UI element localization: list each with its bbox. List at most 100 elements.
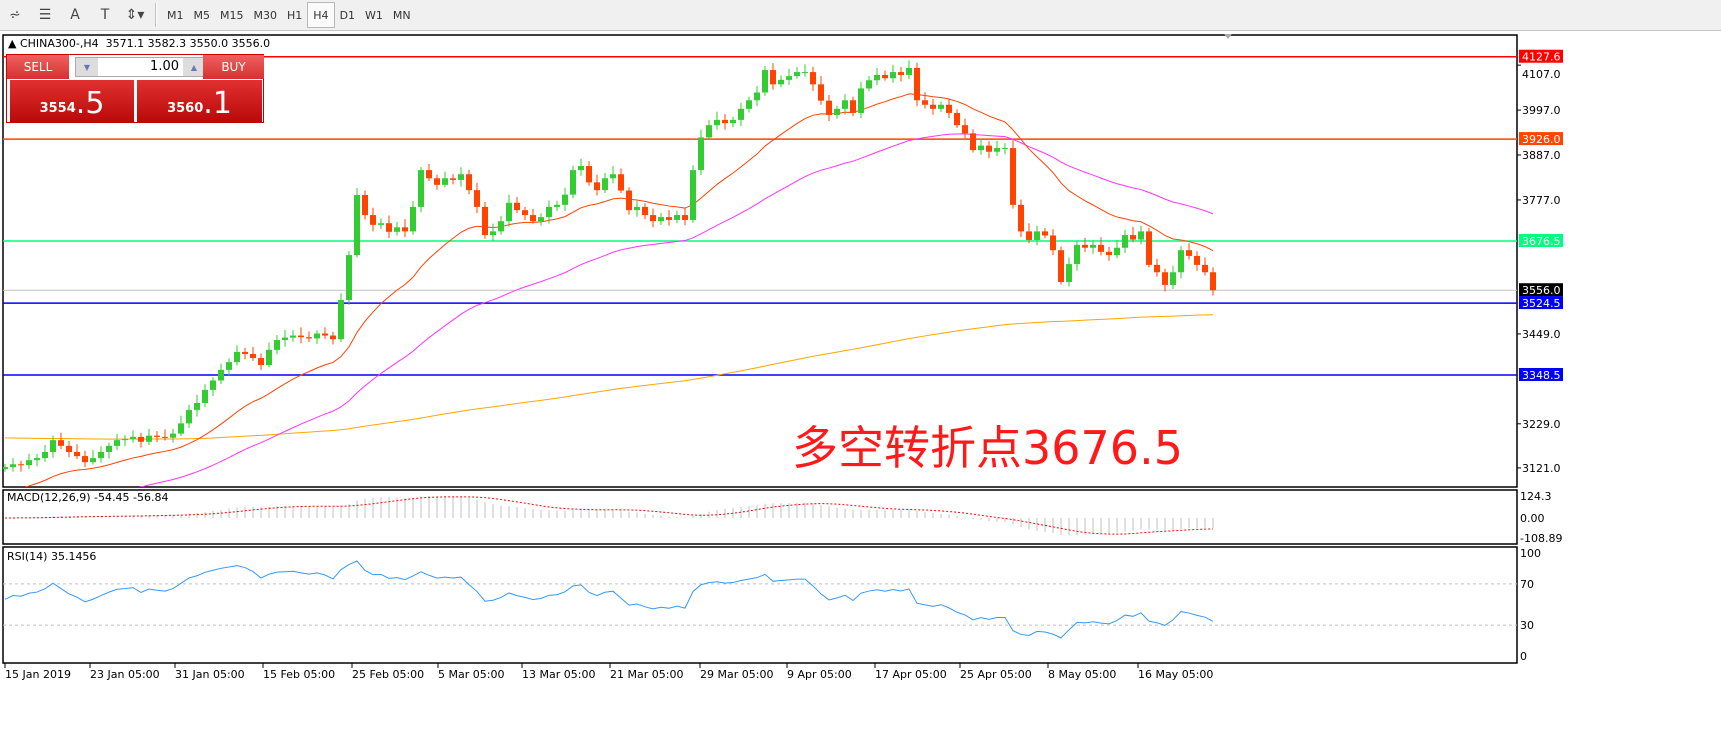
buy-button[interactable]: BUY [203, 55, 264, 79]
candle-body [170, 433, 176, 438]
candle-body [594, 182, 600, 191]
text-icon[interactable]: A [70, 7, 80, 23]
candle-body [362, 195, 368, 216]
candle-body [962, 125, 968, 134]
candle-body [114, 440, 120, 446]
macd-panel[interactable] [2, 489, 1518, 545]
candle-body [122, 438, 128, 441]
candle-body [690, 170, 696, 220]
timeframe-m5[interactable]: M5 [193, 8, 211, 22]
timeframe-d1[interactable]: D1 [339, 8, 356, 22]
chart-shift-marker-icon[interactable] [1224, 34, 1232, 39]
candle [26, 453, 32, 470]
candle-body [290, 335, 296, 338]
lot-size-value[interactable]: 1.00 [150, 59, 179, 74]
candle-body [82, 456, 88, 463]
candle-body [1098, 244, 1104, 252]
sell-button[interactable]: SELL [7, 55, 69, 79]
timeframe-m30[interactable]: M30 [253, 8, 278, 22]
collapse-triangle-icon[interactable]: ▲ [8, 37, 20, 50]
candle-body [1026, 231, 1032, 240]
price-tick: 3121.0 [1522, 462, 1561, 475]
candle-body [930, 104, 936, 109]
candle-body [162, 436, 168, 438]
candle [1114, 239, 1120, 259]
candle-body [1154, 264, 1160, 273]
lot-size-input[interactable]: ▼ 1.00 ▲ [75, 57, 206, 77]
fibonacci-fan-icon[interactable]: ☰ [38, 7, 52, 23]
candle-body [818, 84, 824, 101]
sell-price[interactable]: 3554.5 [10, 80, 134, 123]
fibonacci-expansion-icon[interactable]: ⩫ [9, 7, 21, 23]
candle [634, 200, 640, 217]
candle-body [634, 206, 640, 211]
candle-body [50, 440, 56, 452]
sell-price-dec: .5 [75, 86, 105, 121]
candle [562, 187, 568, 211]
candle [1130, 226, 1136, 243]
candle-body [578, 166, 584, 171]
timeframe-h1[interactable]: H1 [287, 8, 303, 22]
arrows-icon[interactable]: ⇕▾ [125, 7, 145, 23]
lot-increase-icon[interactable]: ▲ [183, 58, 205, 76]
timeframe-h4[interactable]: H4 [307, 2, 335, 28]
price-tick: 3997.0 [1522, 104, 1561, 117]
candle [42, 445, 48, 462]
candle-body [410, 206, 416, 232]
candle-body [706, 125, 712, 138]
candle-body [346, 255, 352, 301]
candle-body [802, 72, 808, 74]
candle-body [530, 215, 536, 222]
candle [490, 223, 496, 241]
candle-body [1210, 272, 1216, 291]
candle [722, 114, 728, 130]
candle [1170, 265, 1176, 289]
candle-body [418, 170, 424, 207]
candle-body [186, 409, 192, 424]
candle-body [850, 100, 856, 113]
candle [74, 444, 80, 459]
date-tick: 15 Jan 2019 [5, 668, 71, 681]
candle-body [3, 467, 8, 470]
text-label-icon[interactable]: T [100, 7, 110, 23]
macd-label: MACD(12,26,9) -54.45 -56.84 [7, 491, 168, 504]
macd-tick: 124.3 [1520, 490, 1552, 503]
candle-body [218, 369, 224, 381]
date-tick: 17 Apr 05:00 [875, 668, 947, 681]
candle [394, 222, 400, 236]
candle [314, 330, 320, 345]
candle-body [986, 145, 992, 152]
candle [362, 190, 368, 220]
candle [746, 96, 752, 113]
rsi-panel[interactable] [2, 546, 1518, 664]
candle-body [1090, 244, 1096, 248]
candle-body [146, 435, 152, 442]
date-tick: 16 May 05:00 [1138, 668, 1213, 681]
timeframe-m1[interactable]: M1 [167, 8, 184, 22]
candle [1042, 228, 1048, 239]
candle-body [1018, 204, 1024, 232]
timeframe-mn[interactable]: MN [392, 8, 411, 22]
candle [610, 166, 616, 184]
candle [274, 335, 280, 355]
candle [578, 158, 584, 176]
timeframe-m15[interactable]: M15 [220, 8, 244, 22]
price-tick: 3229.0 [1522, 418, 1561, 431]
candle [186, 404, 192, 428]
candle-body [1162, 272, 1168, 285]
candle [1050, 229, 1056, 256]
candle [1098, 237, 1104, 256]
candle [538, 213, 544, 226]
lot-decrease-icon[interactable]: ▼ [76, 58, 98, 76]
candle-body [10, 464, 16, 468]
candle-body [1010, 148, 1016, 205]
date-tick: 8 May 05:00 [1048, 668, 1116, 681]
buy-price-int: 3560 [167, 101, 204, 116]
candle [546, 200, 552, 224]
buy-price[interactable]: 3560.1 [137, 80, 262, 123]
timeframe-w1[interactable]: W1 [365, 8, 383, 22]
candle [346, 251, 352, 305]
candle-body [682, 215, 688, 220]
candle [1090, 240, 1096, 254]
